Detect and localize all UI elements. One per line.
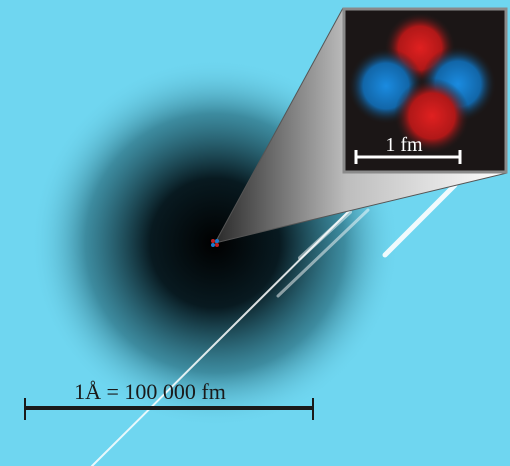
inset-scale-label: 1 fm	[385, 134, 423, 156]
page: 1 fm 1Å = 100 000 fm (() => { const data…	[0, 0, 510, 466]
atom-scale-label: 1Å = 100 000 fm	[74, 379, 226, 404]
diagram: 1 fm 1Å = 100 000 fm	[0, 0, 510, 466]
